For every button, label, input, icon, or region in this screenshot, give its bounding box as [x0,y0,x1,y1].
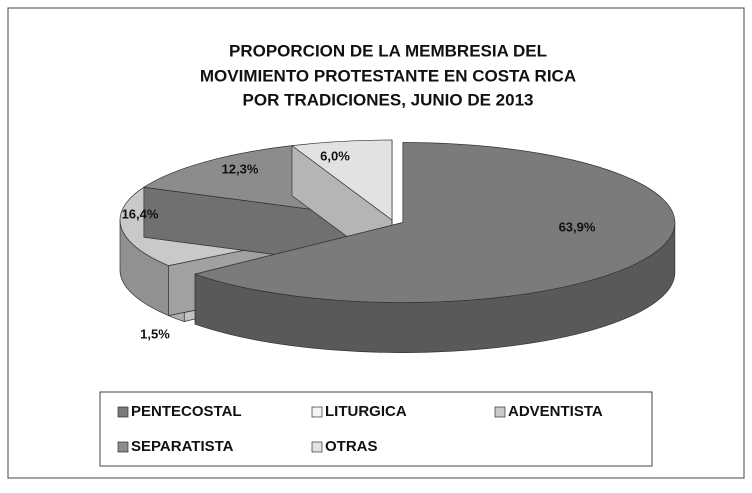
legend-label: ADVENTISTA [508,403,603,420]
chart-title: PROPORCION DE LA MEMBRESIA DEL [229,41,547,60]
data-label: 1,5% [140,326,170,341]
legend-swatch [118,442,128,452]
legend-label: PENTECOSTAL [131,403,242,420]
data-label: 63,9% [559,219,596,234]
legend-swatch [312,407,322,417]
legend-label: SEPARATISTA [131,438,234,455]
data-label: 16,4% [122,206,159,221]
data-label: 6,0% [320,148,350,163]
legend-swatch [495,407,505,417]
chart-title: MOVIMIENTO PROTESTANTE EN COSTA RICA [200,66,576,85]
legend-swatch [118,407,128,417]
data-label: 12,3% [222,161,259,176]
legend-label: LITURGICA [325,403,407,420]
chart-title: POR TRADICIONES, JUNIO DE 2013 [243,90,534,109]
legend-label: OTRAS [325,438,378,455]
legend-swatch [312,442,322,452]
